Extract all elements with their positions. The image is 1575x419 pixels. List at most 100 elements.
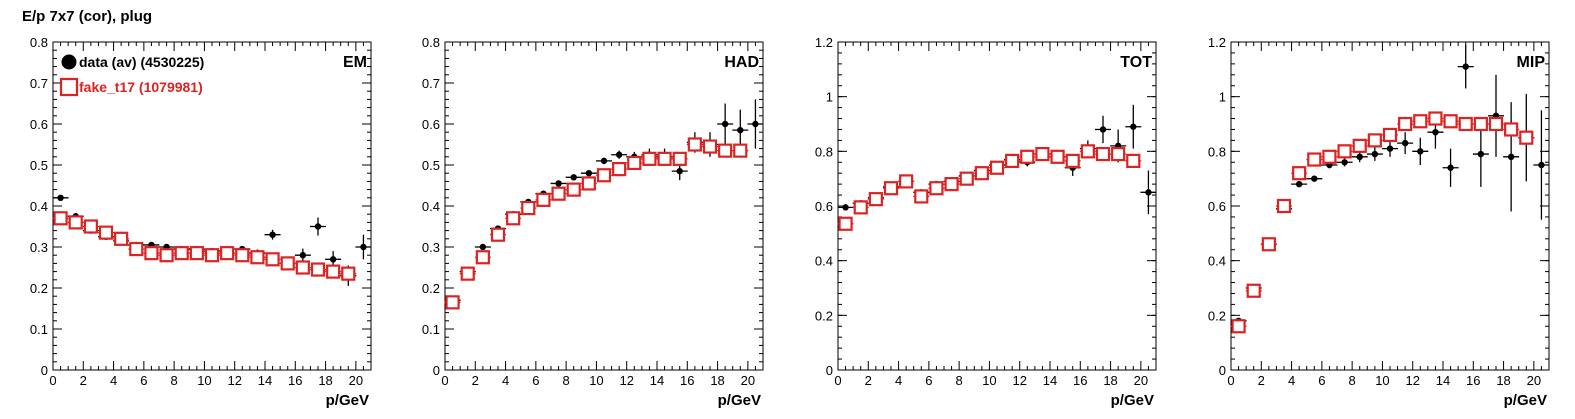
data-point (269, 231, 276, 238)
y-tick-label: 1 (1219, 90, 1226, 105)
x-tick-label: 6 (1318, 373, 1325, 388)
fake-point (642, 151, 657, 166)
fake-point (1292, 166, 1307, 181)
y-tick-label: 0.4 (815, 254, 833, 269)
fake-point (914, 189, 929, 204)
fake-point (853, 200, 868, 215)
fake-point (1005, 153, 1020, 168)
chart-panel-mip: 0 2 4 6 8 10 12 14 16 18 20 0 0.2 0.4 0.6 0.8 1 1.2 p/GeV M… (1208, 35, 1550, 409)
fake-point (1276, 198, 1292, 214)
panel-title: EM (343, 54, 367, 71)
x-tick-label: 20 (1134, 373, 1148, 388)
x-tick-label: 8 (563, 373, 570, 388)
fake-point (612, 162, 627, 177)
fake-point (974, 166, 989, 181)
fake-point (460, 266, 475, 281)
fake-point (1504, 122, 1519, 137)
x-tick-label: 18 (1496, 373, 1510, 388)
y-tick-label: 0.2 (815, 308, 833, 323)
fake-point (672, 151, 687, 166)
data-point (1311, 175, 1318, 182)
fake-point (989, 160, 1005, 175)
data-point (299, 252, 307, 259)
fake-point (1095, 146, 1111, 162)
fake-point (295, 260, 310, 275)
y-tick-label: 1.2 (815, 35, 833, 50)
x-tick-label: 8 (1349, 373, 1356, 388)
fake-point (1413, 114, 1428, 129)
fake-point (129, 241, 144, 257)
x-tick-label: 14 (1043, 373, 1057, 388)
fake-point (1322, 149, 1337, 164)
y-tick-label: 0.5 (422, 158, 440, 173)
fake-point (1337, 144, 1352, 159)
fake-point (536, 192, 551, 207)
x-tick-label: 2 (865, 373, 872, 388)
fake-point (1519, 130, 1534, 145)
y-tick-label: 0.6 (30, 117, 48, 132)
y-tick-label: 0.7 (422, 76, 440, 91)
fake-point (1367, 133, 1382, 148)
data-point (1507, 153, 1515, 160)
x-tick-label: 14 (258, 373, 272, 388)
data-point (1145, 189, 1152, 196)
data-point (1130, 123, 1137, 130)
x-tick-label: 10 (197, 373, 211, 388)
fake-point (1111, 146, 1126, 162)
legend-marker-data (61, 54, 77, 70)
x-axis-title: p/GeV (1111, 392, 1154, 409)
x-tick-label: 16 (1466, 373, 1480, 388)
fake-point (1231, 319, 1246, 334)
fake-point (250, 250, 265, 265)
x-tick-label: 10 (1375, 373, 1389, 388)
x-tick-label: 18 (318, 373, 332, 388)
fake-point (899, 174, 914, 189)
data-point (721, 120, 729, 128)
x-tick-label: 16 (1073, 373, 1087, 388)
fake-point (174, 246, 189, 261)
x-tick-label: 6 (532, 373, 539, 388)
fake-point (1473, 116, 1488, 132)
x-tick-label: 12 (619, 373, 633, 388)
x-axis-title: p/GeV (326, 392, 369, 409)
x-tick-label: 2 (1258, 373, 1265, 388)
fake-point (506, 211, 521, 226)
data-point (1356, 153, 1363, 160)
y-tick-label: 0.4 (422, 199, 440, 214)
fake-point (53, 211, 68, 226)
fake-point (1443, 114, 1458, 129)
data-point (600, 157, 608, 165)
x-tick-label: 10 (982, 373, 996, 388)
fake-point (341, 266, 356, 281)
fake-point (98, 225, 114, 240)
x-tick-label: 12 (1012, 373, 1026, 388)
x-tick-label: 2 (472, 373, 479, 388)
y-tick-label: 0.1 (422, 322, 440, 337)
x-tick-label: 12 (227, 373, 241, 388)
y-tick-label: 1.2 (1208, 35, 1226, 50)
fake-point (1428, 111, 1443, 126)
data-point (752, 120, 759, 128)
y-tick-label: 0.8 (1208, 144, 1226, 159)
legend-label: fake_t17 (1079981) (79, 79, 203, 95)
data-point (1371, 150, 1379, 158)
fake-point (445, 295, 460, 310)
data-point (1447, 164, 1454, 171)
fake-point (83, 219, 98, 234)
fake-point (521, 200, 536, 216)
plot-frame (837, 41, 1157, 371)
x-tick-label: 2 (80, 373, 87, 388)
x-tick-label: 18 (710, 373, 724, 388)
x-axis-title: p/GeV (718, 392, 761, 409)
x-tick-label: 10 (589, 373, 603, 388)
data-point (1538, 161, 1545, 169)
data-point (329, 256, 337, 263)
fake-point (235, 248, 250, 263)
x-tick-label: 4 (895, 373, 902, 388)
x-tick-label: 6 (925, 373, 932, 388)
y-tick-label: 0.8 (422, 35, 440, 50)
data-point (1401, 139, 1409, 147)
y-tick-label: 0 (41, 363, 48, 378)
plot-frame (444, 41, 764, 371)
fake-point (1398, 116, 1413, 132)
